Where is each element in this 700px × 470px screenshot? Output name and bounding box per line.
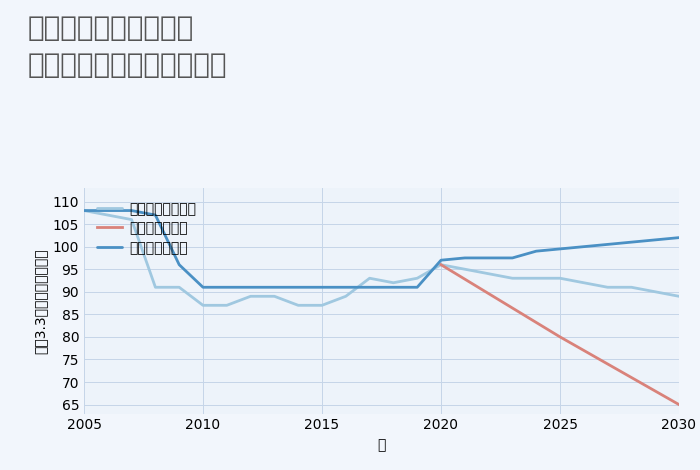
ノーマルシナリオ: [389, 280, 398, 286]
ノーマルシナリオ: [175, 284, 183, 290]
ノーマルシナリオ: [556, 275, 564, 281]
グッドシナリオ: [151, 212, 160, 218]
Legend: ノーマルシナリオ, バッドシナリオ, グッドシナリオ: ノーマルシナリオ, バッドシナリオ, グッドシナリオ: [97, 202, 196, 255]
ノーマルシナリオ: [508, 275, 517, 281]
ノーマルシナリオ: [651, 289, 659, 295]
ノーマルシナリオ: [223, 303, 231, 308]
グッドシナリオ: [484, 255, 493, 261]
グッドシナリオ: [270, 284, 279, 290]
グッドシナリオ: [413, 284, 421, 290]
ノーマルシナリオ: [532, 275, 540, 281]
ノーマルシナリオ: [365, 275, 374, 281]
ノーマルシナリオ: [151, 284, 160, 290]
ノーマルシナリオ: [580, 280, 588, 286]
Y-axis label: 坪（3.3㎡）単価（万円）: 坪（3.3㎡）単価（万円）: [33, 248, 47, 353]
グッドシナリオ: [223, 284, 231, 290]
グッドシナリオ: [246, 284, 255, 290]
グッドシナリオ: [651, 237, 659, 243]
ノーマルシナリオ: [627, 284, 636, 290]
グッドシナリオ: [127, 208, 136, 213]
ノーマルシナリオ: [318, 303, 326, 308]
グッドシナリオ: [342, 284, 350, 290]
グッドシナリオ: [318, 284, 326, 290]
ノーマルシナリオ: [603, 284, 612, 290]
グッドシナリオ: [603, 242, 612, 247]
グッドシナリオ: [627, 239, 636, 245]
Line: ノーマルシナリオ: ノーマルシナリオ: [84, 211, 679, 306]
バッドシナリオ: [556, 334, 564, 340]
グッドシナリオ: [508, 255, 517, 261]
ノーマルシナリオ: [80, 208, 88, 213]
グッドシナリオ: [175, 262, 183, 267]
Line: グッドシナリオ: グッドシナリオ: [84, 211, 679, 287]
ノーマルシナリオ: [246, 293, 255, 299]
ノーマルシナリオ: [484, 271, 493, 276]
グッドシナリオ: [437, 258, 445, 263]
グッドシナリオ: [294, 284, 302, 290]
Text: 奈良県橿原市大軽町の
中古マンションの価格推移: 奈良県橿原市大軽町の 中古マンションの価格推移: [28, 14, 228, 79]
グッドシナリオ: [580, 244, 588, 250]
ノーマルシナリオ: [127, 217, 136, 222]
ノーマルシナリオ: [675, 293, 683, 299]
ノーマルシナリオ: [342, 293, 350, 299]
ノーマルシナリオ: [270, 293, 279, 299]
ノーマルシナリオ: [413, 275, 421, 281]
ノーマルシナリオ: [199, 303, 207, 308]
グッドシナリオ: [461, 255, 469, 261]
X-axis label: 年: 年: [377, 438, 386, 452]
グッドシナリオ: [556, 246, 564, 252]
ノーマルシナリオ: [461, 266, 469, 272]
グッドシナリオ: [199, 284, 207, 290]
ノーマルシナリオ: [294, 303, 302, 308]
ノーマルシナリオ: [437, 262, 445, 267]
グッドシナリオ: [365, 284, 374, 290]
バッドシナリオ: [437, 262, 445, 267]
Line: バッドシナリオ: バッドシナリオ: [441, 265, 679, 405]
グッドシナリオ: [80, 208, 88, 213]
グッドシナリオ: [532, 248, 540, 254]
グッドシナリオ: [389, 284, 398, 290]
バッドシナリオ: [675, 402, 683, 407]
グッドシナリオ: [675, 235, 683, 241]
